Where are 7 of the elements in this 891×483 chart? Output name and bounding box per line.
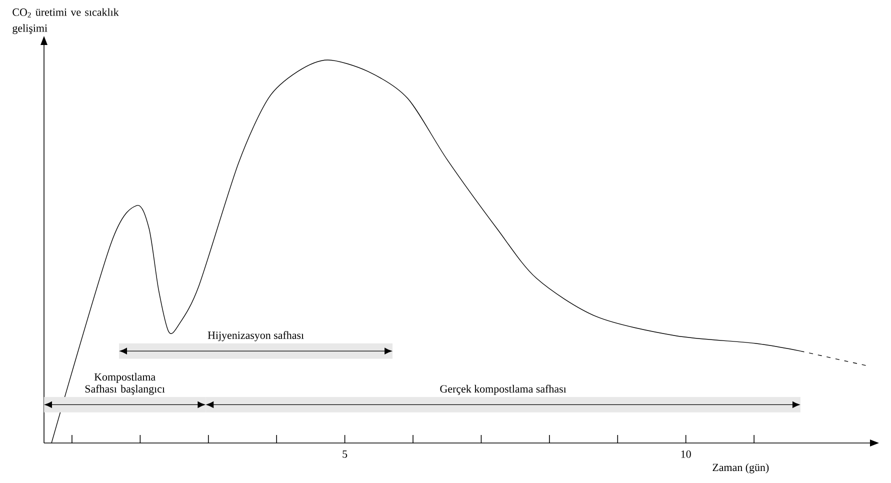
- x-tick-label: 10: [681, 450, 691, 458]
- band-label: Kompostlama Safhası başlangıcı: [85, 372, 165, 395]
- band-label: Gerçek kompostlama safhası: [440, 384, 566, 395]
- band-label: Hijyenizasyon safhası: [208, 331, 304, 342]
- x-tick-label: 5: [342, 450, 348, 458]
- x-axis-title: Zaman (gün): [712, 463, 769, 474]
- y-axis-title: CO$_{2}$ üretimi ve sıcaklık gelişimi: [12, 8, 119, 34]
